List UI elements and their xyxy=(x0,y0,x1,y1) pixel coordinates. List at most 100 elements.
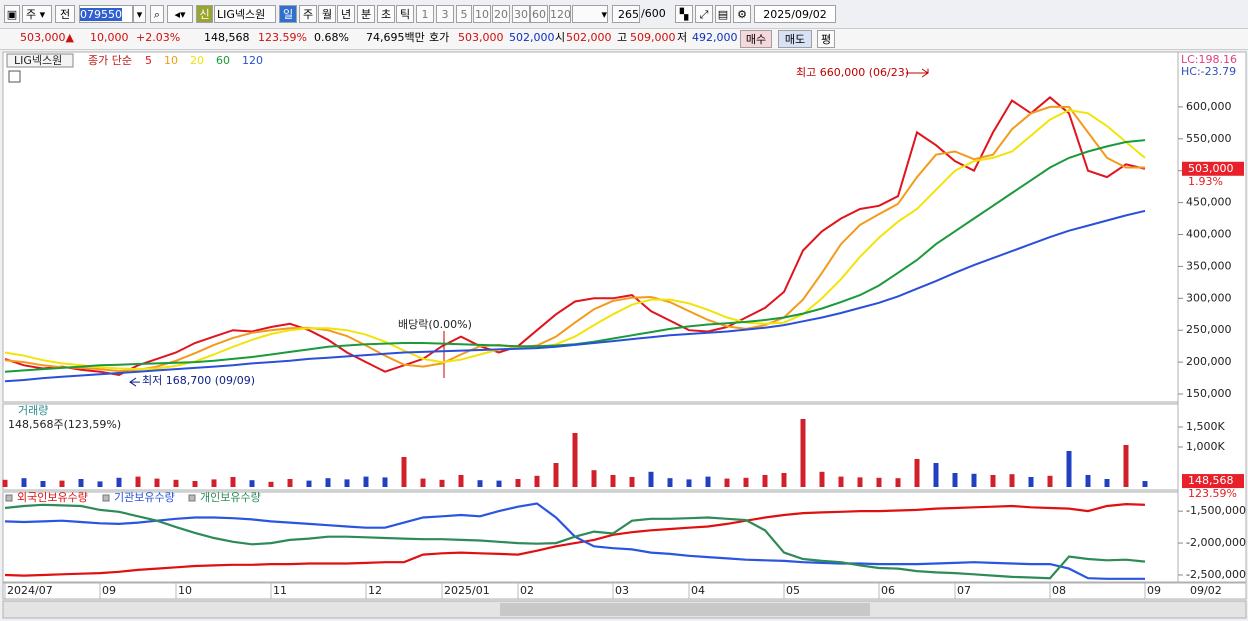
price: 503,000▲ xyxy=(20,31,74,44)
y-tick-label: 300,000 xyxy=(1186,291,1232,304)
x-current-label: 09/02 xyxy=(1190,584,1222,597)
volume-bar xyxy=(724,478,730,487)
amount: 74,695백만 xyxy=(366,31,425,44)
x-axis-area xyxy=(2,582,1247,600)
interval-button[interactable]: 1 xyxy=(416,5,434,23)
volume-bar xyxy=(1066,451,1072,487)
search-button[interactable]: ⌕ xyxy=(150,5,164,23)
volume-bar xyxy=(705,476,711,487)
x-tick-label: 03 xyxy=(615,584,629,597)
code-dropdown[interactable]: ▾ xyxy=(133,5,146,23)
volume-bar xyxy=(1123,445,1129,487)
volume-bar xyxy=(800,419,806,487)
change: 10,000 xyxy=(90,31,129,44)
volume-bar xyxy=(686,479,692,487)
volume-bar xyxy=(952,473,958,487)
legend-entry: 20 xyxy=(190,54,204,67)
low-arrowhead xyxy=(129,377,137,387)
sell-button[interactable]: 매도 xyxy=(778,30,812,48)
unit-button[interactable]: 년 xyxy=(337,5,355,23)
legend-box xyxy=(6,53,74,68)
unit-button[interactable]: 월 xyxy=(318,5,336,23)
y-tick-label: 600,000 xyxy=(1186,100,1232,113)
x-tick-label: 07 xyxy=(957,584,971,597)
date-input[interactable]: 2025/09/02 xyxy=(754,5,836,23)
x-tick-label: 09 xyxy=(102,584,116,597)
interval-input[interactable]: ▾ xyxy=(572,5,608,23)
interval-button[interactable]: 60 xyxy=(530,5,548,23)
series-line xyxy=(4,105,1145,373)
y-axis-area xyxy=(1177,51,1247,583)
x-tick-label: 10 xyxy=(178,584,192,597)
tool-1[interactable]: ▚ xyxy=(675,5,693,23)
volume-bar xyxy=(306,480,312,487)
volume-bar xyxy=(344,479,350,487)
volume-bar xyxy=(2,479,8,487)
code-input[interactable]: 079550 xyxy=(79,5,133,23)
volume-bar xyxy=(1047,475,1053,487)
count-max: /600 xyxy=(641,7,666,20)
period-select[interactable]: 주 ▾ xyxy=(22,5,52,23)
prev-button[interactable]: 전 xyxy=(55,5,75,23)
volume-bar xyxy=(743,477,749,487)
badge: 신 xyxy=(196,5,213,23)
y-tick-label: 150,000 xyxy=(1186,387,1232,400)
volume-bar xyxy=(990,475,996,487)
buy-button[interactable]: 매수 xyxy=(740,30,772,48)
low-annotation: 최저 168,700 (09/09) xyxy=(142,374,255,387)
hc-label: HC:-23.79 xyxy=(1181,65,1236,78)
y-tick-label: 1,500K xyxy=(1186,420,1225,433)
avg-button[interactable]: 평 xyxy=(817,30,835,48)
period: 주 xyxy=(26,8,37,21)
volume-bar xyxy=(173,479,179,487)
x-tick-label: 04 xyxy=(691,584,705,597)
volume-bar xyxy=(1142,481,1148,487)
legend-prefix: 종가 단순 xyxy=(88,54,132,67)
volume-bar xyxy=(230,477,236,487)
volume-bar xyxy=(59,480,65,487)
volume-bar xyxy=(382,477,388,487)
scroll-thumb[interactable] xyxy=(500,603,870,616)
legend-entry: 5 xyxy=(145,54,152,67)
volume-bar xyxy=(819,471,825,487)
count-input[interactable]: 265 xyxy=(612,5,640,23)
sound-button[interactable]: ◂▾ xyxy=(167,5,193,23)
high-annotation: 최고 660,000 (06/23) xyxy=(796,66,909,79)
volume-bar xyxy=(933,463,939,487)
bid: 502,000 xyxy=(509,31,555,44)
tool-settings[interactable]: ⚙ xyxy=(733,5,751,23)
menu-icon[interactable]: ▣ xyxy=(4,5,20,23)
volume-bar xyxy=(287,479,293,487)
volume-bar xyxy=(534,475,540,487)
tool-save[interactable]: ▤ xyxy=(715,5,731,23)
interval-button[interactable]: 3 xyxy=(436,5,454,23)
interval-button[interactable]: 20 xyxy=(492,5,510,23)
interval-button[interactable]: 5 xyxy=(456,5,472,23)
volume-bar xyxy=(21,478,27,487)
legend-entry: 개인보유수량 xyxy=(200,491,261,504)
y-tick-label: 250,000 xyxy=(1186,323,1232,336)
volume-bar xyxy=(914,459,920,487)
interval-button[interactable]: 120 xyxy=(549,5,571,23)
unit-button[interactable]: 분 xyxy=(357,5,375,23)
tool-2[interactable]: ⤢ xyxy=(695,5,713,23)
y-tick-label: -2,500,000 xyxy=(1186,568,1246,581)
unit-button[interactable]: 일 xyxy=(279,5,297,23)
unit-button[interactable]: 초 xyxy=(377,5,395,23)
y-tick-label: 1,000K xyxy=(1186,440,1225,453)
volume-bar xyxy=(78,479,84,487)
interval-button[interactable]: 30 xyxy=(512,5,530,23)
volume-bar xyxy=(572,433,578,487)
unit-button[interactable]: 틱 xyxy=(396,5,414,23)
x-tick-label: 2025/01 xyxy=(444,584,490,597)
rate: +2.03% xyxy=(136,31,181,44)
series-line xyxy=(4,503,1146,580)
volume-rate: 123.59% xyxy=(258,31,307,44)
volume-bar xyxy=(401,457,407,487)
y-tick-label: 350,000 xyxy=(1186,259,1232,272)
unit-button[interactable]: 주 xyxy=(299,5,317,23)
interval-button[interactable]: 10 xyxy=(473,5,491,23)
volume-bar xyxy=(325,478,331,487)
legend-square xyxy=(188,494,196,502)
